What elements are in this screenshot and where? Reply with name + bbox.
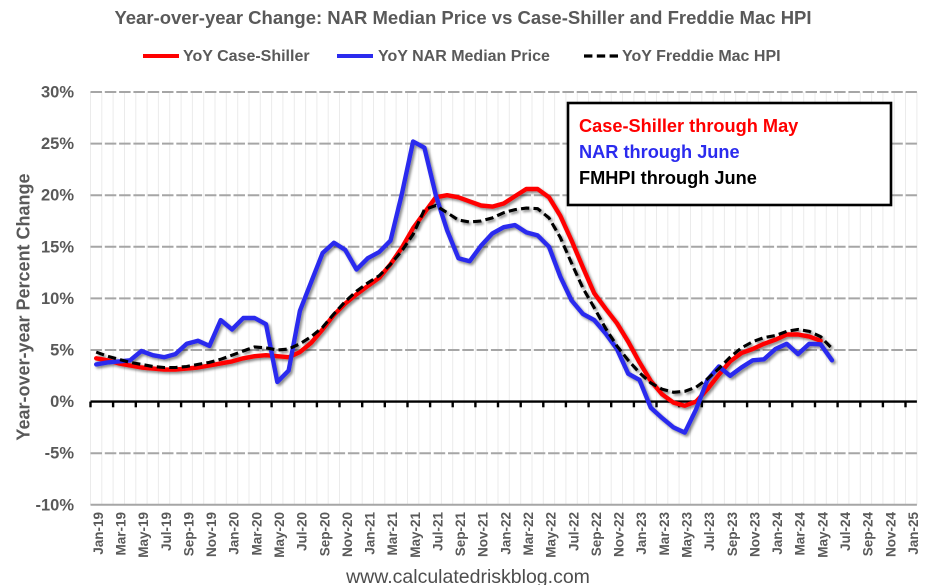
svg-text:Jul-19: Jul-19 bbox=[159, 512, 174, 551]
svg-text:May-24: May-24 bbox=[815, 512, 830, 558]
svg-text:Sep-22: Sep-22 bbox=[589, 512, 604, 556]
svg-text:May-20: May-20 bbox=[272, 512, 287, 558]
svg-text:Jan-22: Jan-22 bbox=[498, 512, 513, 555]
svg-text:FMHPI through June: FMHPI through June bbox=[579, 168, 757, 188]
svg-text:0%: 0% bbox=[50, 393, 74, 411]
svg-text:Nov-22: Nov-22 bbox=[612, 512, 627, 557]
svg-text:Nov-24: Nov-24 bbox=[883, 512, 898, 558]
svg-text:Jul-23: Jul-23 bbox=[702, 512, 717, 552]
svg-text:Jul-20: Jul-20 bbox=[295, 512, 310, 551]
svg-text:15%: 15% bbox=[41, 238, 74, 256]
svg-text:Nov-23: Nov-23 bbox=[747, 512, 762, 558]
svg-text:Jan-21: Jan-21 bbox=[363, 512, 378, 555]
svg-text:Mar-21: Mar-21 bbox=[385, 512, 400, 556]
svg-text:Nov-19: Nov-19 bbox=[204, 512, 219, 557]
svg-text:Jan-20: Jan-20 bbox=[227, 512, 242, 555]
svg-text:Sep-21: Sep-21 bbox=[453, 512, 468, 557]
svg-text:-10%: -10% bbox=[35, 496, 74, 514]
svg-text:20%: 20% bbox=[41, 187, 74, 205]
svg-text:Sep-24: Sep-24 bbox=[861, 512, 876, 557]
svg-text:YoY NAR Median Price: YoY NAR Median Price bbox=[378, 48, 550, 65]
svg-text:Jan-23: Jan-23 bbox=[634, 512, 649, 555]
svg-text:Sep-23: Sep-23 bbox=[725, 512, 740, 557]
svg-text:Mar-19: Mar-19 bbox=[114, 512, 129, 556]
svg-text:10%: 10% bbox=[41, 290, 74, 308]
svg-text:May-22: May-22 bbox=[544, 512, 559, 558]
svg-text:Sep-20: Sep-20 bbox=[317, 512, 332, 556]
svg-text:Mar-22: Mar-22 bbox=[521, 512, 536, 556]
svg-text:NAR through June: NAR through June bbox=[579, 142, 740, 162]
svg-text:Jul-22: Jul-22 bbox=[566, 512, 581, 551]
svg-text:Year-over-year Change: NAR Med: Year-over-year Change: NAR Median Price … bbox=[114, 7, 811, 28]
svg-text:May-19: May-19 bbox=[136, 512, 151, 558]
svg-text:YoY Case-Shiller: YoY Case-Shiller bbox=[183, 48, 310, 65]
svg-text:www.calculatedriskblog.com: www.calculatedriskblog.com bbox=[345, 566, 590, 585]
svg-text:Jan-25: Jan-25 bbox=[906, 512, 921, 555]
svg-text:Case-Shiller through May: Case-Shiller through May bbox=[579, 116, 799, 136]
svg-text:25%: 25% bbox=[41, 135, 74, 153]
svg-text:5%: 5% bbox=[50, 342, 74, 360]
svg-text:Nov-21: Nov-21 bbox=[476, 512, 491, 558]
svg-text:Jan-24: Jan-24 bbox=[770, 512, 785, 555]
svg-text:May-23: May-23 bbox=[680, 512, 695, 558]
svg-text:Mar-24: Mar-24 bbox=[793, 512, 808, 556]
svg-text:-5%: -5% bbox=[45, 445, 75, 463]
svg-text:Sep-19: Sep-19 bbox=[181, 512, 196, 556]
svg-text:YoY Freddie Mac HPI: YoY Freddie Mac HPI bbox=[622, 48, 781, 65]
svg-text:May-21: May-21 bbox=[408, 512, 423, 558]
svg-text:Jan-19: Jan-19 bbox=[91, 512, 106, 555]
svg-text:Jul-24: Jul-24 bbox=[838, 512, 853, 552]
svg-text:30%: 30% bbox=[41, 84, 74, 102]
svg-text:Year-over-year Percent Change: Year-over-year Percent Change bbox=[14, 173, 34, 440]
svg-text:Nov-20: Nov-20 bbox=[340, 512, 355, 557]
svg-text:Mar-20: Mar-20 bbox=[249, 512, 264, 556]
svg-text:Jul-21: Jul-21 bbox=[431, 512, 446, 552]
svg-text:Mar-23: Mar-23 bbox=[657, 512, 672, 556]
